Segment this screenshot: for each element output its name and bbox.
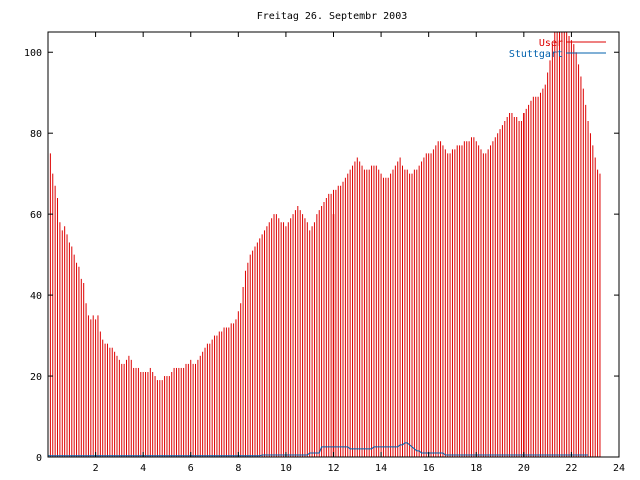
y-tick-label: 100 <box>24 48 42 59</box>
legend: User Stuttgart <box>509 38 606 60</box>
x-tick-label: 24 <box>613 463 625 474</box>
y-tick-label: 80 <box>30 129 42 140</box>
x-tick-label: 18 <box>470 463 482 474</box>
y-tick-label: 60 <box>30 210 42 221</box>
x-tick-label: 8 <box>235 463 241 474</box>
x-tick-label: 10 <box>280 463 292 474</box>
legend-label-stuttgart: Stuttgart <box>509 49 563 60</box>
bars-layer <box>47 32 601 457</box>
x-tick-label: 20 <box>518 463 530 474</box>
stuttgart-series-line <box>48 442 589 457</box>
x-tick-label: 16 <box>423 463 435 474</box>
y-tick-label: 0 <box>36 453 42 464</box>
y-tick-label: 20 <box>30 372 42 383</box>
x-tick-label: 22 <box>565 463 577 474</box>
x-tick-label: 2 <box>93 463 99 474</box>
x-tick-label: 6 <box>188 463 194 474</box>
x-tick-label: 4 <box>140 463 146 474</box>
legend-label-user: User <box>539 38 563 49</box>
chart-title: Freitag 26. Septembr 2003 <box>257 11 408 22</box>
x-tick-label: 14 <box>375 463 387 474</box>
x-tick-label: 12 <box>327 463 339 474</box>
y-tick-label: 40 <box>30 291 42 302</box>
